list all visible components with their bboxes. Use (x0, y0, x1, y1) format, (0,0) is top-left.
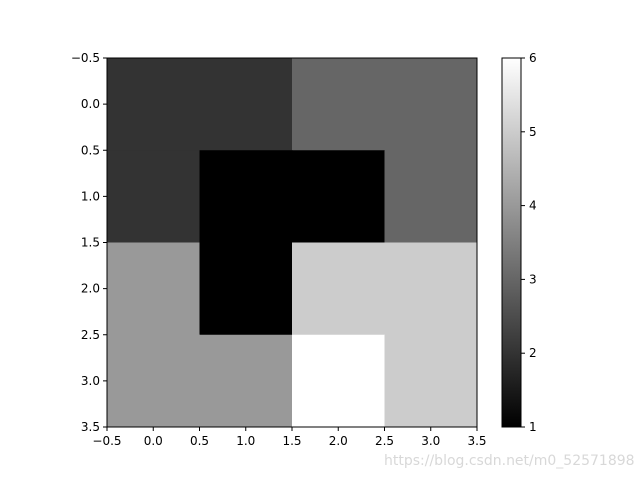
y-tick-label: 0.5 (81, 143, 100, 157)
x-tick-label: 1.5 (282, 434, 301, 448)
colorbar-tick-label: 2 (529, 346, 537, 360)
heatmap-cell (384, 242, 478, 336)
y-tick-label: −0.5 (71, 51, 100, 65)
x-tick-label: 0.5 (190, 434, 209, 448)
heatmap-cell (107, 58, 200, 151)
y-tick-label: 1.5 (81, 236, 100, 250)
watermark: https://blog.csdn.net/m0_52571898 (384, 453, 635, 469)
heatmap-cell (199, 334, 293, 428)
heatmap-cell (292, 334, 385, 428)
heatmap-cell (292, 242, 385, 336)
heatmap-cell (292, 150, 385, 243)
x-tick-label: 0.0 (144, 434, 163, 448)
heatmap-cell (384, 58, 478, 151)
x-tick-label: 1.0 (236, 434, 255, 448)
heatmap-cell (199, 150, 293, 243)
heatmap-cell (292, 58, 385, 151)
heatmap-cell (107, 150, 200, 243)
colorbar (501, 57, 522, 428)
x-tick-label: 2.5 (375, 434, 394, 448)
heatmap-cell (107, 334, 200, 428)
y-tick-label: 1.0 (81, 189, 100, 203)
y-tick-label: 3.5 (81, 420, 100, 434)
colorbar-tick-label: 4 (529, 199, 537, 213)
heatmap-cell (107, 242, 200, 336)
x-tick-label: 3.0 (421, 434, 440, 448)
y-tick-label: 3.0 (81, 374, 100, 388)
x-tick-label: 3.5 (467, 434, 486, 448)
colorbar-tick-label: 5 (529, 125, 537, 139)
heatmap-cell (384, 334, 478, 428)
colorbar-tick-label: 1 (529, 420, 537, 434)
y-tick-label: 2.0 (81, 282, 100, 296)
colorbar-tick-label: 3 (529, 272, 537, 286)
y-tick-label: 0.0 (81, 97, 100, 111)
x-tick-label: 2.0 (329, 434, 348, 448)
heatmap-cell (199, 58, 293, 151)
colorbar-tick-label: 6 (529, 51, 537, 65)
heatmap-cell (384, 150, 478, 243)
heatmap-cell (199, 242, 293, 336)
y-tick-label: 2.5 (81, 328, 100, 342)
x-tick-label: −0.5 (92, 434, 121, 448)
